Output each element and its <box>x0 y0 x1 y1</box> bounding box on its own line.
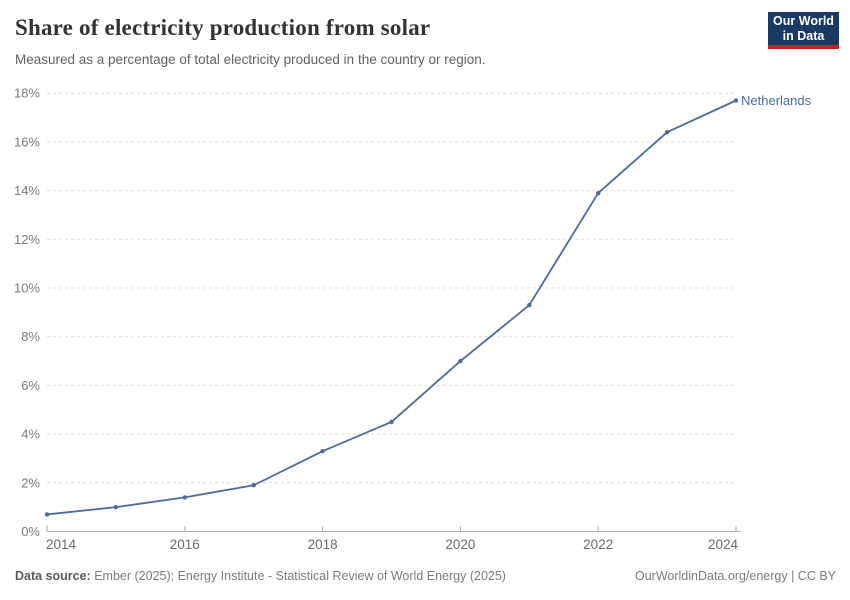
data-source-label: Data source: <box>15 569 91 583</box>
owid-logo[interactable]: Our World in Data <box>768 12 839 49</box>
data-source-text: Ember (2025); Energy Institute - Statist… <box>90 569 506 583</box>
y-axis-tick-label: 8% <box>21 329 40 344</box>
y-axis-tick-label: 4% <box>21 427 40 442</box>
y-axis-tick-label: 14% <box>14 183 40 198</box>
data-point[interactable] <box>458 358 463 364</box>
series-end-label[interactable]: Netherlands <box>741 92 812 108</box>
data-point[interactable] <box>389 419 394 425</box>
x-axis-tick-label: 2014 <box>46 537 77 552</box>
data-point[interactable] <box>251 483 256 488</box>
y-axis-tick-label: 12% <box>14 232 40 247</box>
series-line-netherlands[interactable] <box>46 99 737 516</box>
owid-logo-line2: in Data <box>782 28 825 43</box>
y-axis-tick-label: 16% <box>14 134 40 149</box>
y-axis-tick-label: 10% <box>14 281 40 296</box>
data-point[interactable] <box>527 302 532 308</box>
data-point[interactable] <box>182 495 187 500</box>
data-point[interactable] <box>733 98 739 103</box>
y-axis-tick-label: 18% <box>14 86 40 101</box>
x-axis-tick-label: 2016 <box>170 537 200 552</box>
y-axis-tick-label: 2% <box>21 475 40 490</box>
data-point[interactable] <box>664 129 670 135</box>
data-source-note: Data source: Ember (2025); Energy Instit… <box>15 569 506 583</box>
x-axis-tick-label: 2018 <box>308 537 338 552</box>
footer-license-link[interactable]: OurWorldinData.org/energy | CC BY <box>634 569 836 583</box>
data-point[interactable] <box>320 448 325 454</box>
data-point[interactable] <box>596 190 601 196</box>
page-title: Share of electricity production from sol… <box>15 15 431 40</box>
x-axis-tick-label: 2020 <box>445 537 475 552</box>
x-axis-tick-label: 2024 <box>708 537 739 552</box>
data-point[interactable] <box>113 504 119 510</box>
y-axis-tick-label: 6% <box>21 378 40 393</box>
y-axis-tick-label: 0% <box>21 524 40 539</box>
page-subtitle: Measured as a percentage of total electr… <box>15 52 486 67</box>
data-point[interactable] <box>44 512 50 517</box>
x-axis-tick-label: 2022 <box>583 537 613 552</box>
owid-logo-line1: Our World <box>773 13 834 28</box>
